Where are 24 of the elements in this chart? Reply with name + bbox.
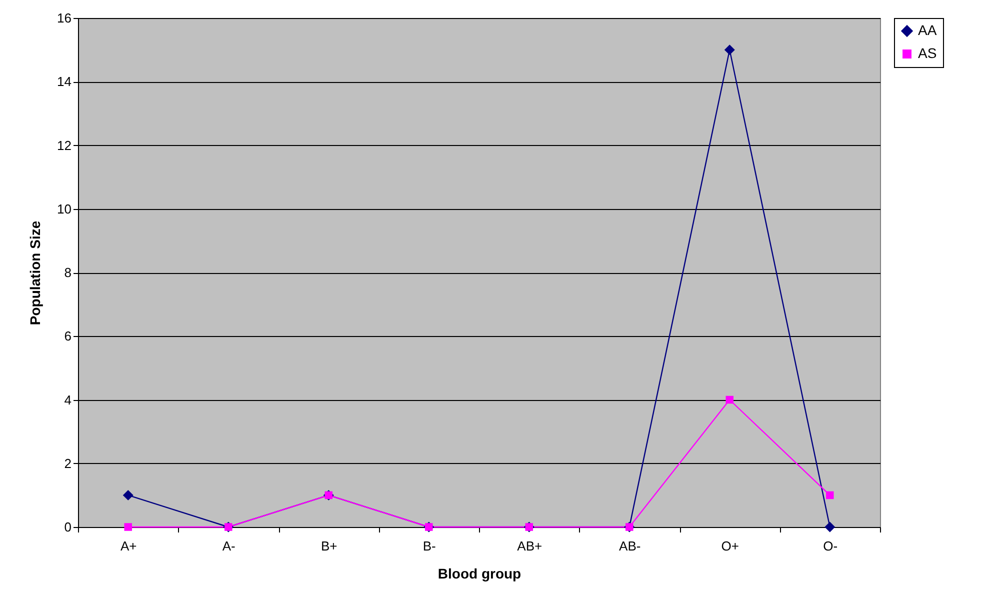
y-tick-label: 0 — [64, 520, 72, 534]
x-tick-label: B- — [422, 538, 436, 554]
y-tick-label: 4 — [64, 392, 72, 408]
x-tick-label: AB+ — [517, 538, 542, 554]
y-axis-title: Population Size — [27, 220, 44, 326]
y-tick-label: 12 — [57, 138, 72, 153]
x-tick-label: B+ — [320, 538, 338, 554]
legend-label: AA — [918, 22, 938, 38]
point — [724, 44, 735, 56]
legend-label: AS — [918, 45, 937, 61]
x-tick-label: AB- — [619, 538, 641, 554]
y-tick-label: 6 — [64, 328, 72, 344]
y-tick-label: 2 — [64, 456, 72, 471]
y-tick-label: 16 — [57, 10, 72, 26]
x-tick-label: A+ — [120, 538, 137, 554]
x-tick-label: A- — [222, 538, 236, 554]
y-tick-label: 10 — [57, 201, 72, 216]
point — [824, 522, 836, 532]
point — [122, 490, 134, 500]
x-axis-title: Blood group — [438, 566, 522, 582]
x-tick-label: O+ — [721, 538, 739, 554]
y-tick-label: 14 — [57, 74, 72, 90]
x-tick-label: O- — [823, 538, 838, 554]
y-tick-label: 8 — [64, 265, 72, 280]
